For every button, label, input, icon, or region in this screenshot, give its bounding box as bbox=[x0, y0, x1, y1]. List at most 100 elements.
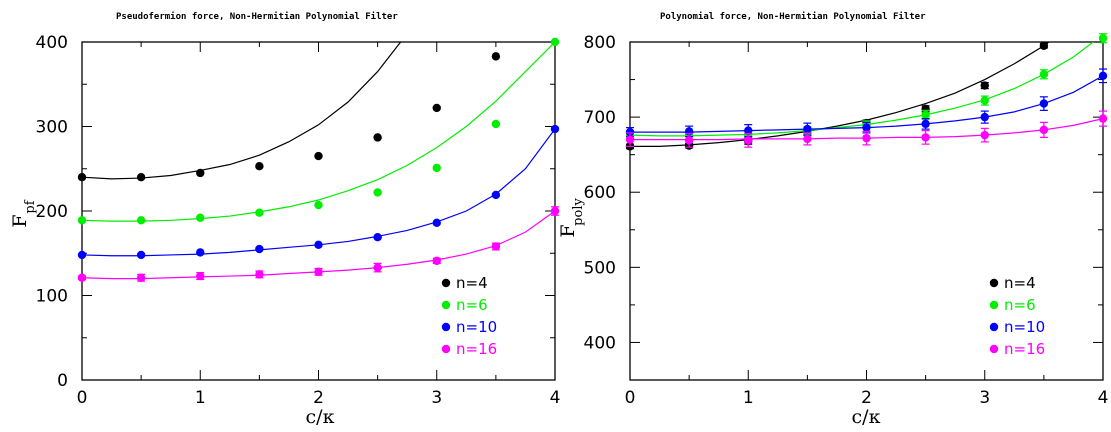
data-point bbox=[255, 270, 264, 279]
data-point bbox=[921, 119, 930, 129]
data-point bbox=[255, 208, 264, 217]
data-point bbox=[862, 123, 871, 132]
legend-label: n=6 bbox=[456, 296, 488, 314]
data-point bbox=[803, 124, 812, 134]
data-point bbox=[491, 242, 501, 251]
data-point bbox=[196, 271, 205, 281]
y-axis-label-subscript: pf bbox=[23, 199, 38, 213]
x-tick-label: 2 bbox=[313, 388, 324, 408]
legend-marker bbox=[989, 344, 999, 354]
y-tick-label: 100 bbox=[36, 287, 68, 307]
y-tick-label: 600 bbox=[584, 183, 616, 203]
fit-curve bbox=[82, 42, 402, 180]
data-point bbox=[491, 119, 501, 129]
data-point bbox=[744, 126, 753, 135]
data-point bbox=[625, 127, 635, 137]
x-tick-label: 4 bbox=[1098, 388, 1109, 408]
data-point bbox=[625, 135, 635, 144]
y-axis-label-main: F bbox=[557, 224, 579, 237]
data-point bbox=[77, 250, 87, 260]
data-point bbox=[980, 112, 989, 122]
legend-label: n=16 bbox=[1004, 340, 1045, 358]
data-point bbox=[77, 216, 87, 225]
data-point bbox=[136, 250, 146, 260]
data-point bbox=[1039, 99, 1049, 108]
data-point bbox=[803, 134, 812, 144]
legend-label: n=10 bbox=[456, 318, 497, 336]
y-axis-label-subscript-group: poly bbox=[571, 198, 586, 226]
data-point bbox=[136, 216, 146, 225]
data-point bbox=[432, 163, 441, 173]
data-point bbox=[980, 81, 989, 90]
data-point bbox=[1098, 34, 1108, 43]
data-point bbox=[550, 206, 560, 216]
data-point bbox=[314, 151, 323, 161]
x-axis-label: c/κ bbox=[306, 406, 335, 428]
legend-marker bbox=[989, 322, 999, 332]
legend: n=4 n=6 n=10 n=16 bbox=[441, 274, 497, 358]
data-point bbox=[77, 173, 87, 182]
series-marks bbox=[77, 37, 560, 282]
data-point bbox=[1039, 70, 1049, 79]
data-point bbox=[77, 273, 87, 282]
data-point bbox=[314, 200, 323, 210]
x-tick-label: 1 bbox=[195, 388, 206, 408]
x-axis-label: c/κ bbox=[852, 406, 881, 428]
y-tick-label: 400 bbox=[584, 333, 616, 353]
data-point bbox=[196, 213, 205, 222]
y-axis-label: F bbox=[9, 214, 31, 227]
y-tick-label: 400 bbox=[36, 33, 68, 53]
y-tick-label: 200 bbox=[36, 202, 68, 222]
series-marks bbox=[625, 33, 1108, 151]
data-point bbox=[255, 162, 264, 171]
polynomial-force-chart: Polynomial force, Non-Hermitian Polynomi… bbox=[557, 11, 1108, 428]
y-axis-label-subscript: poly bbox=[571, 198, 586, 226]
legend-marker bbox=[441, 344, 451, 354]
legend-marker bbox=[441, 322, 451, 332]
data-point bbox=[196, 248, 205, 257]
data-point bbox=[1039, 125, 1049, 135]
data-point bbox=[491, 190, 501, 200]
legend-label: n=16 bbox=[456, 340, 497, 358]
data-point bbox=[744, 136, 753, 145]
fit-curve bbox=[630, 42, 1050, 148]
y-tick-label: 0 bbox=[57, 371, 68, 391]
data-point bbox=[1039, 41, 1049, 50]
data-point bbox=[255, 244, 264, 254]
data-point bbox=[314, 240, 323, 249]
data-point bbox=[432, 103, 441, 113]
data-point bbox=[373, 188, 382, 197]
fit-curve bbox=[82, 128, 555, 257]
data-point bbox=[921, 110, 930, 120]
data-point bbox=[980, 130, 989, 140]
legend-label: n=4 bbox=[1004, 274, 1036, 292]
x-tick-label: 3 bbox=[431, 388, 442, 408]
legend-marker bbox=[441, 278, 451, 288]
y-tick-label: 500 bbox=[584, 258, 616, 278]
data-point bbox=[491, 52, 501, 61]
data-point bbox=[862, 133, 871, 143]
y-tick-label: 300 bbox=[36, 118, 68, 138]
y-tick-label: 700 bbox=[584, 108, 616, 128]
data-point bbox=[550, 37, 560, 47]
x-tick-label: 0 bbox=[77, 388, 88, 408]
data-point bbox=[921, 133, 930, 142]
y-tick-label: 800 bbox=[584, 33, 616, 53]
data-point bbox=[373, 133, 382, 142]
data-point bbox=[432, 218, 441, 228]
chart-title: Polynomial force, Non-Hermitian Polynomi… bbox=[660, 11, 926, 22]
data-point bbox=[550, 124, 560, 134]
data-point bbox=[1098, 114, 1108, 123]
data-point bbox=[432, 256, 441, 266]
data-point bbox=[684, 136, 694, 145]
legend-marker bbox=[989, 278, 999, 288]
tick-marks: 0 1 2 3 4 0 100 200 300 400 bbox=[36, 33, 561, 408]
legend: n=4 n=6 n=10 n=16 bbox=[989, 274, 1045, 358]
legend-label: n=6 bbox=[1004, 296, 1036, 314]
data-point bbox=[1098, 71, 1108, 81]
x-tick-label: 3 bbox=[979, 388, 990, 408]
pseudofermion-force-chart: Pseudofermion force, Non-Hermitian Polyn… bbox=[9, 11, 560, 428]
data-point bbox=[314, 267, 323, 277]
chart-title: Pseudofermion force, Non-Hermitian Polyn… bbox=[116, 11, 398, 22]
